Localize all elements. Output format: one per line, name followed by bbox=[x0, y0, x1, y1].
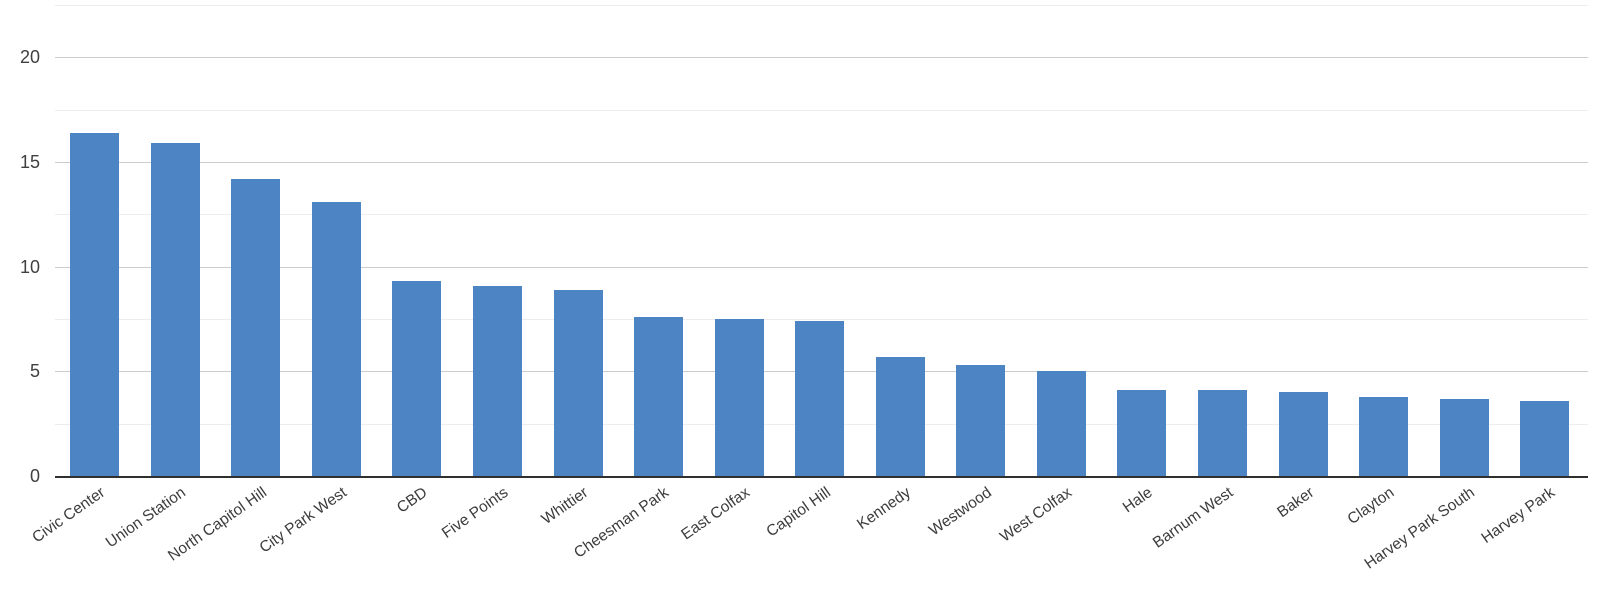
y-tick-label: 15 bbox=[19, 152, 40, 173]
x-tick-label-westwood: Westwood bbox=[925, 484, 995, 540]
bar-harvey-park[interactable] bbox=[1520, 400, 1570, 476]
x-tick-label-five-points: Five Points bbox=[438, 484, 512, 542]
bar-east-colfax[interactable] bbox=[714, 319, 764, 476]
y-tick-label: 0 bbox=[29, 466, 40, 486]
bar-union-station[interactable] bbox=[150, 143, 200, 476]
x-tick-label-east-colfax: East Colfax bbox=[678, 484, 753, 544]
gridline-minor bbox=[55, 5, 1588, 7]
x-tick-label-clayton: Clayton bbox=[1344, 484, 1398, 529]
bar-capitol-hill[interactable] bbox=[795, 321, 845, 476]
y-tick-label: 20 bbox=[19, 47, 40, 68]
bar-civic-center[interactable] bbox=[70, 132, 120, 476]
gridline-minor bbox=[55, 319, 1588, 321]
y-tick-label: 10 bbox=[19, 256, 40, 277]
x-tick-label-city-park-west: City Park West bbox=[256, 484, 351, 557]
bar-clayton[interactable] bbox=[1359, 396, 1408, 476]
x-tick-label-cbd: CBD bbox=[394, 484, 431, 517]
bar-city-park-west[interactable] bbox=[311, 201, 361, 476]
x-tick-label-barnum-west: Barnum West bbox=[1149, 484, 1237, 552]
gridline-major bbox=[55, 162, 1588, 164]
gridline-major bbox=[55, 266, 1588, 268]
bar-cbd[interactable] bbox=[392, 281, 442, 476]
x-tick-label-kennedy: Kennedy bbox=[854, 484, 914, 534]
gridline-minor bbox=[55, 109, 1588, 111]
x-tick-label-baker: Baker bbox=[1273, 484, 1317, 522]
bar-barnum-west[interactable] bbox=[1197, 390, 1247, 476]
bar-west-colfax[interactable] bbox=[1036, 371, 1086, 476]
bar-baker[interactable] bbox=[1278, 392, 1328, 476]
x-tick-label-harvey-park: Harvey Park bbox=[1478, 484, 1559, 547]
x-tick-label-west-colfax: West Colfax bbox=[997, 484, 1076, 546]
gridline-minor bbox=[55, 214, 1588, 216]
gridline-major bbox=[55, 57, 1588, 59]
x-axis-line bbox=[55, 476, 1588, 478]
x-tick-label-civic-center: Civic Center bbox=[29, 484, 109, 547]
bar-hale[interactable] bbox=[1117, 390, 1167, 476]
x-tick-label-whittier: Whittier bbox=[538, 484, 592, 529]
bar-kennedy[interactable] bbox=[875, 356, 925, 476]
bar-cheesman-park[interactable] bbox=[634, 316, 684, 476]
y-tick-label: 5 bbox=[29, 361, 40, 382]
bar-five-points[interactable] bbox=[472, 285, 522, 476]
bar-harvey-park-south[interactable] bbox=[1439, 398, 1489, 476]
x-tick-label-capitol-hill: Capitol Hill bbox=[762, 484, 834, 541]
x-tick-label-hale: Hale bbox=[1119, 484, 1156, 517]
bar-north-capitol-hill[interactable] bbox=[231, 178, 281, 476]
bar-westwood[interactable] bbox=[956, 365, 1006, 476]
bar-whittier[interactable] bbox=[553, 289, 603, 476]
